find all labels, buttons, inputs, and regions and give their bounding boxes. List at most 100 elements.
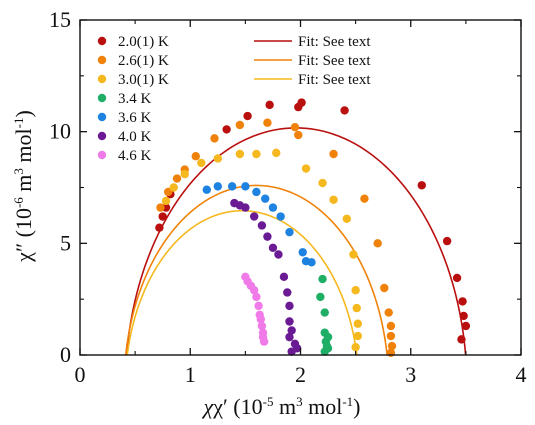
data-point (301, 164, 311, 173)
data-point (272, 148, 281, 158)
data-point (263, 118, 272, 127)
data-point (297, 98, 306, 107)
data-point (213, 154, 223, 163)
legend-label: Fit: See text (298, 72, 371, 88)
legend-marker (97, 55, 107, 65)
data-point (161, 196, 171, 206)
legend-marker (97, 131, 107, 141)
data-point (417, 181, 426, 190)
data-point (287, 347, 296, 356)
y-tick-label: 0 (60, 342, 71, 367)
data-point (384, 308, 393, 317)
data-point (329, 195, 338, 204)
data-point (386, 348, 396, 357)
data-point (241, 182, 250, 191)
data-point (287, 326, 296, 335)
data-point (158, 212, 167, 221)
x-tick-label: 0 (75, 362, 86, 387)
data-points (155, 98, 471, 357)
data-point (290, 123, 300, 132)
data-point (342, 214, 352, 223)
data-point (352, 303, 361, 313)
data-point (235, 120, 245, 130)
data-point (461, 321, 471, 331)
data-point (386, 331, 396, 341)
data-point (307, 258, 316, 267)
data-point (380, 283, 389, 293)
y-tick-label: 15 (49, 7, 71, 32)
data-point (353, 319, 363, 328)
data-point (156, 203, 165, 212)
data-point (259, 337, 269, 346)
data-point (256, 315, 266, 324)
data-point (180, 169, 189, 179)
data-point (243, 111, 252, 121)
data-point (227, 182, 237, 191)
data-point (353, 331, 363, 341)
data-point (459, 311, 468, 321)
data-point (360, 194, 369, 203)
y-tick-label: 5 (60, 230, 71, 255)
data-point (285, 332, 294, 342)
data-point (340, 106, 349, 115)
data-point (222, 125, 231, 134)
data-point (329, 149, 338, 159)
data-point (250, 212, 259, 221)
legend-label: 3.0(1) K (118, 72, 169, 88)
data-point (318, 274, 327, 284)
legend-label: 2.6(1) K (118, 53, 169, 69)
data-point (261, 194, 270, 203)
data-point (458, 297, 467, 306)
data-point (169, 183, 178, 192)
data-point (351, 342, 360, 352)
legend-label: Fit: See text (298, 53, 371, 69)
data-point (274, 250, 283, 259)
x-axis-title: χχ′ (10-5 m3 mol-1) (202, 394, 361, 419)
data-point (276, 212, 285, 221)
data-point (294, 130, 303, 140)
legend-label: 2.0(1) K (118, 34, 169, 50)
data-point (442, 236, 452, 246)
data-point (320, 308, 329, 317)
legend: 2.0(1) K 2.6(1) K 3.0(1) K 3.4 K 3.6 K 4.0 K 4… (97, 34, 371, 164)
data-point (254, 301, 263, 311)
data-point (235, 149, 245, 159)
data-point (268, 243, 278, 252)
data-point (252, 292, 261, 302)
data-point (279, 272, 289, 282)
data-point (285, 227, 294, 237)
legend-marker (97, 150, 107, 160)
data-point (318, 178, 327, 188)
data-point (250, 286, 259, 295)
legend-label: 4.6 K (118, 148, 152, 164)
legend-label: 3.4 K (118, 91, 152, 107)
fit-curve (124, 184, 389, 355)
y-axis-title: χ″ (10-6 m3 mol-1) (11, 110, 36, 263)
legend-marker (97, 36, 107, 46)
data-point (283, 288, 292, 297)
data-point (457, 335, 466, 344)
legend-marker (97, 93, 107, 103)
data-point (265, 100, 274, 110)
x-tick-label: 1 (185, 362, 196, 387)
data-point (172, 174, 182, 183)
data-point (257, 221, 267, 230)
x-tick-label: 4 (516, 362, 527, 387)
data-point (263, 232, 272, 241)
legend-label: 4.0 K (118, 129, 152, 145)
data-point (387, 341, 397, 351)
data-point (386, 321, 396, 331)
data-point (268, 203, 278, 212)
x-tick-label: 2 (295, 362, 306, 387)
data-point (316, 292, 325, 302)
legend-marker (97, 112, 107, 122)
data-point (252, 187, 261, 197)
data-point (155, 223, 164, 232)
legend-label: 3.6 K (118, 110, 152, 126)
data-point (351, 286, 360, 295)
data-point (241, 203, 250, 212)
legend-label: Fit: See text (298, 34, 371, 50)
data-point (197, 158, 206, 168)
